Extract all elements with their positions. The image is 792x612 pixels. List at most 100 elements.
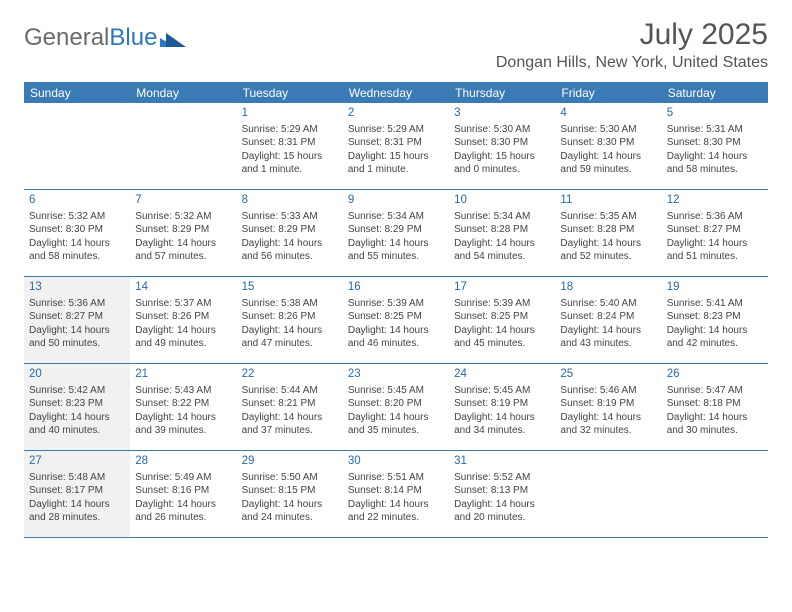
day-detail-line: Sunrise: 5:32 AM bbox=[135, 210, 231, 224]
day-detail-line: Sunset: 8:29 PM bbox=[348, 223, 444, 237]
day-detail-line: Daylight: 14 hours bbox=[29, 237, 125, 251]
title-block: July 2025 Dongan Hills, New York, United… bbox=[496, 18, 768, 72]
day-detail-line: Daylight: 14 hours bbox=[29, 498, 125, 512]
day-number: 14 bbox=[135, 280, 231, 296]
day-cell bbox=[24, 103, 130, 189]
day-detail-line: Sunset: 8:13 PM bbox=[454, 484, 550, 498]
day-number: 6 bbox=[29, 193, 125, 209]
day-cell: 25Sunrise: 5:46 AMSunset: 8:19 PMDayligh… bbox=[555, 364, 661, 450]
weeks-container: 1Sunrise: 5:29 AMSunset: 8:31 PMDaylight… bbox=[24, 103, 768, 538]
weekday-header: Sunday bbox=[24, 83, 130, 103]
day-detail-line: Sunrise: 5:34 AM bbox=[348, 210, 444, 224]
day-detail-line: and 30 minutes. bbox=[667, 424, 763, 438]
day-detail-line: Sunrise: 5:40 AM bbox=[560, 297, 656, 311]
day-detail-line: and 50 minutes. bbox=[29, 337, 125, 351]
day-detail-line: and 58 minutes. bbox=[29, 250, 125, 264]
day-detail-line: Sunrise: 5:46 AM bbox=[560, 384, 656, 398]
day-detail-line: Sunset: 8:28 PM bbox=[560, 223, 656, 237]
day-detail-line: and 51 minutes. bbox=[667, 250, 763, 264]
day-cell: 8Sunrise: 5:33 AMSunset: 8:29 PMDaylight… bbox=[237, 190, 343, 276]
day-detail-line: Sunset: 8:25 PM bbox=[348, 310, 444, 324]
day-detail-line: Daylight: 14 hours bbox=[667, 324, 763, 338]
day-detail-line: Daylight: 14 hours bbox=[454, 411, 550, 425]
day-number: 9 bbox=[348, 193, 444, 209]
logo-text-1: General bbox=[24, 24, 109, 52]
day-detail-line: Sunset: 8:23 PM bbox=[667, 310, 763, 324]
day-detail-line: Daylight: 14 hours bbox=[135, 411, 231, 425]
day-detail-line: Sunset: 8:27 PM bbox=[667, 223, 763, 237]
day-number: 26 bbox=[667, 367, 763, 383]
day-number: 3 bbox=[454, 106, 550, 122]
day-detail-line: Sunrise: 5:36 AM bbox=[667, 210, 763, 224]
day-cell: 26Sunrise: 5:47 AMSunset: 8:18 PMDayligh… bbox=[662, 364, 768, 450]
day-cell: 2Sunrise: 5:29 AMSunset: 8:31 PMDaylight… bbox=[343, 103, 449, 189]
logo: GeneralBlue bbox=[24, 24, 186, 52]
day-detail-line: Sunrise: 5:34 AM bbox=[454, 210, 550, 224]
day-detail-line: Daylight: 14 hours bbox=[242, 498, 338, 512]
day-detail-line: Sunset: 8:29 PM bbox=[242, 223, 338, 237]
day-detail-line: Sunrise: 5:35 AM bbox=[560, 210, 656, 224]
day-number: 17 bbox=[454, 280, 550, 296]
day-number: 30 bbox=[348, 454, 444, 470]
day-detail-line: and 55 minutes. bbox=[348, 250, 444, 264]
day-cell: 13Sunrise: 5:36 AMSunset: 8:27 PMDayligh… bbox=[24, 277, 130, 363]
day-detail-line: Sunrise: 5:50 AM bbox=[242, 471, 338, 485]
day-detail-line: Sunrise: 5:39 AM bbox=[348, 297, 444, 311]
day-detail-line: Daylight: 14 hours bbox=[667, 150, 763, 164]
day-detail-line: Sunrise: 5:47 AM bbox=[667, 384, 763, 398]
logo-text-2: Blue bbox=[109, 24, 157, 52]
day-cell: 6Sunrise: 5:32 AMSunset: 8:30 PMDaylight… bbox=[24, 190, 130, 276]
week-row: 1Sunrise: 5:29 AMSunset: 8:31 PMDaylight… bbox=[24, 103, 768, 190]
day-cell: 15Sunrise: 5:38 AMSunset: 8:26 PMDayligh… bbox=[237, 277, 343, 363]
day-number: 7 bbox=[135, 193, 231, 209]
day-detail-line: Daylight: 14 hours bbox=[348, 237, 444, 251]
day-detail-line: Sunset: 8:21 PM bbox=[242, 397, 338, 411]
day-cell: 9Sunrise: 5:34 AMSunset: 8:29 PMDaylight… bbox=[343, 190, 449, 276]
day-detail-line: and 20 minutes. bbox=[454, 511, 550, 525]
day-detail-line: Sunrise: 5:45 AM bbox=[454, 384, 550, 398]
day-detail-line: and 39 minutes. bbox=[135, 424, 231, 438]
day-cell bbox=[555, 451, 661, 537]
day-detail-line: Daylight: 14 hours bbox=[242, 324, 338, 338]
day-cell: 11Sunrise: 5:35 AMSunset: 8:28 PMDayligh… bbox=[555, 190, 661, 276]
day-detail-line: and 46 minutes. bbox=[348, 337, 444, 351]
day-detail-line: Sunrise: 5:52 AM bbox=[454, 471, 550, 485]
day-cell: 19Sunrise: 5:41 AMSunset: 8:23 PMDayligh… bbox=[662, 277, 768, 363]
day-detail-line: Sunset: 8:14 PM bbox=[348, 484, 444, 498]
day-detail-line: and 37 minutes. bbox=[242, 424, 338, 438]
logo-icon bbox=[160, 29, 186, 47]
day-detail-line: Sunrise: 5:36 AM bbox=[29, 297, 125, 311]
day-cell: 30Sunrise: 5:51 AMSunset: 8:14 PMDayligh… bbox=[343, 451, 449, 537]
day-detail-line: Sunset: 8:27 PM bbox=[29, 310, 125, 324]
day-number: 16 bbox=[348, 280, 444, 296]
day-detail-line: Daylight: 14 hours bbox=[135, 498, 231, 512]
day-detail-line: Sunset: 8:20 PM bbox=[348, 397, 444, 411]
day-detail-line: Sunset: 8:26 PM bbox=[242, 310, 338, 324]
day-detail-line: Sunset: 8:15 PM bbox=[242, 484, 338, 498]
day-detail-line: Daylight: 14 hours bbox=[560, 237, 656, 251]
day-cell: 12Sunrise: 5:36 AMSunset: 8:27 PMDayligh… bbox=[662, 190, 768, 276]
day-detail-line: and 42 minutes. bbox=[667, 337, 763, 351]
day-detail-line: Daylight: 14 hours bbox=[135, 324, 231, 338]
day-detail-line: Sunset: 8:30 PM bbox=[29, 223, 125, 237]
day-detail-line: Sunset: 8:22 PM bbox=[135, 397, 231, 411]
month-title: July 2025 bbox=[496, 18, 768, 52]
day-number: 18 bbox=[560, 280, 656, 296]
day-detail-line: and 28 minutes. bbox=[29, 511, 125, 525]
day-number: 21 bbox=[135, 367, 231, 383]
day-detail-line: Sunrise: 5:45 AM bbox=[348, 384, 444, 398]
day-number: 19 bbox=[667, 280, 763, 296]
day-detail-line: and 32 minutes. bbox=[560, 424, 656, 438]
day-detail-line: Daylight: 14 hours bbox=[454, 324, 550, 338]
day-number: 29 bbox=[242, 454, 338, 470]
day-detail-line: Sunrise: 5:51 AM bbox=[348, 471, 444, 485]
day-detail-line: Daylight: 14 hours bbox=[667, 237, 763, 251]
weekday-header: Friday bbox=[555, 83, 661, 103]
day-detail-line: Daylight: 15 hours bbox=[348, 150, 444, 164]
day-detail-line: Sunset: 8:24 PM bbox=[560, 310, 656, 324]
day-number: 4 bbox=[560, 106, 656, 122]
day-detail-line: Daylight: 14 hours bbox=[560, 324, 656, 338]
day-number: 12 bbox=[667, 193, 763, 209]
day-detail-line: Sunrise: 5:29 AM bbox=[242, 123, 338, 137]
week-row: 6Sunrise: 5:32 AMSunset: 8:30 PMDaylight… bbox=[24, 190, 768, 277]
